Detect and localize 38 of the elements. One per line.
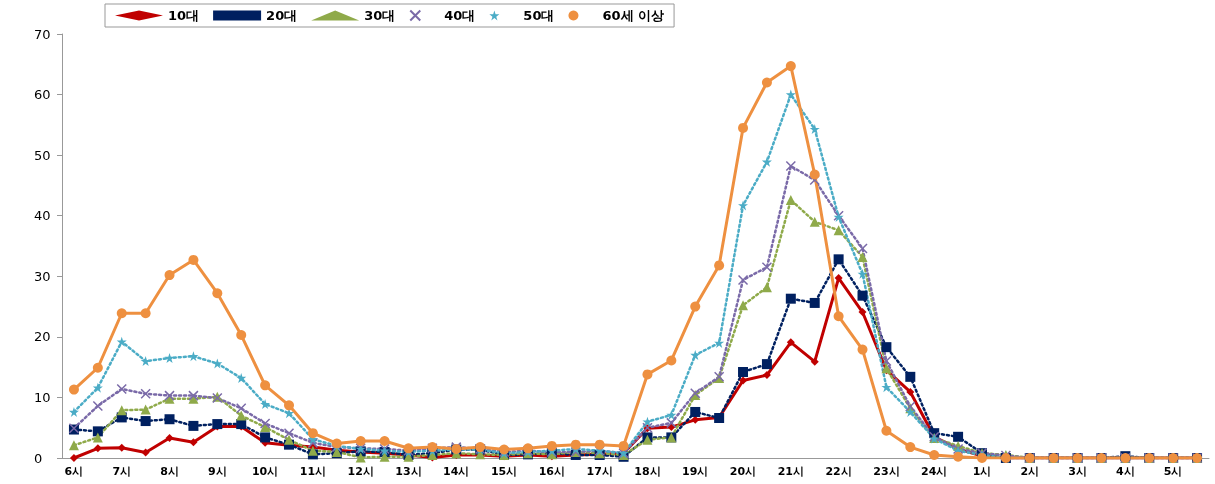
x-tick-label: 10시 bbox=[251, 465, 279, 478]
x-tick-label: 8시 bbox=[160, 465, 179, 478]
x-tick-label: 18시 bbox=[634, 465, 661, 478]
y-tick-label: 10 bbox=[34, 389, 51, 405]
legend-label: 30대 bbox=[364, 8, 396, 23]
x-tick-label: 5시 bbox=[1163, 465, 1183, 478]
legend-label: 20대 bbox=[266, 8, 298, 23]
x-tick-label: 24시 bbox=[921, 465, 948, 478]
x-tick-label: 4시 bbox=[1116, 465, 1135, 478]
y-tick-label: 70 bbox=[34, 26, 51, 42]
legend-label: 40대 bbox=[444, 8, 476, 23]
x-tick-label: 3시 bbox=[1068, 465, 1087, 478]
x-tick-label: 7시 bbox=[112, 465, 132, 478]
x-tick-label: 23시 bbox=[873, 465, 900, 478]
y-tick-label: 50 bbox=[34, 147, 51, 163]
legend-label: 10대 bbox=[168, 8, 200, 23]
x-tick-label: 16시 bbox=[538, 465, 566, 478]
x-tick-label: 14시 bbox=[443, 465, 470, 478]
x-tick-label: 20시 bbox=[729, 465, 757, 478]
y-tick-label: 60 bbox=[34, 87, 51, 103]
x-tick-label: 12시 bbox=[347, 465, 374, 478]
x-tick-label: 2시 bbox=[1020, 465, 1040, 478]
y-tick-label: 0 bbox=[34, 450, 43, 466]
x-tick-label: 11시 bbox=[299, 465, 327, 478]
x-tick-label: 22시 bbox=[825, 465, 852, 478]
x-tick-label: 19시 bbox=[682, 465, 709, 478]
y-tick-label: 30 bbox=[34, 268, 51, 284]
legend-label: 50대 bbox=[523, 8, 555, 23]
x-tick-label: 21시 bbox=[777, 465, 804, 478]
x-tick-label: 13시 bbox=[395, 465, 422, 478]
y-tick-label: 40 bbox=[34, 208, 51, 224]
x-tick-label: 15시 bbox=[490, 465, 518, 478]
x-tick-label: 17시 bbox=[586, 465, 613, 478]
x-tick-label: 9시 bbox=[207, 465, 227, 478]
x-tick-label: 1시 bbox=[972, 465, 992, 478]
legend-label: 60세 이상 bbox=[602, 8, 665, 23]
y-tick-label: 20 bbox=[34, 329, 51, 345]
x-tick-label: 6시 bbox=[64, 465, 84, 478]
